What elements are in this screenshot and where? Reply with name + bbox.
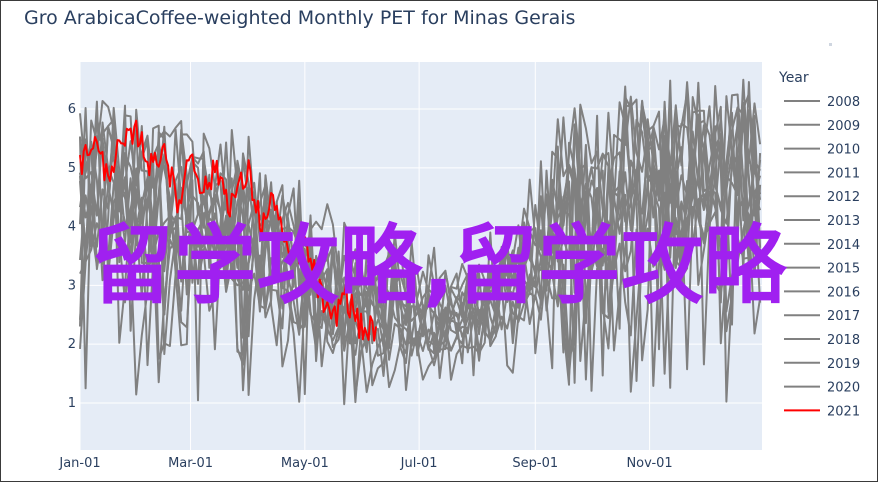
- legend-label-2009: 2009: [827, 119, 860, 134]
- legend-label-2017: 2017: [827, 309, 860, 324]
- chart-title: Gro ArabicaCoffee-weighted Monthly PET f…: [24, 7, 576, 29]
- series-line-2015: [79, 78, 762, 393]
- x-tick-label: Jul-01: [400, 456, 438, 471]
- x-tick-label: Jan-01: [58, 456, 100, 471]
- series-line-2019: [79, 100, 762, 386]
- legend-label-2019: 2019: [827, 357, 860, 372]
- legend-label-2011: 2011: [827, 166, 860, 181]
- y-tick-label: 4: [68, 220, 76, 235]
- legend-label-2015: 2015: [827, 262, 860, 277]
- y-tick-label: 2: [68, 337, 76, 352]
- legend-label-2016: 2016: [827, 285, 860, 300]
- x-tick-label: Mar-01: [168, 456, 213, 471]
- legend-label-2020: 2020: [827, 381, 860, 396]
- x-tick-label: May-01: [281, 456, 329, 471]
- legend-label-2021: 2021: [827, 404, 860, 419]
- y-tick-label: 5: [68, 161, 76, 176]
- legend-label-2014: 2014: [827, 238, 860, 253]
- y-tick-label: 1: [68, 396, 76, 411]
- x-tick-label: Nov-01: [626, 456, 672, 471]
- y-tick-label: 3: [68, 278, 76, 293]
- legend-title: Year: [778, 70, 809, 86]
- series-line-2021: [79, 119, 377, 342]
- legend-label-2012: 2012: [827, 190, 860, 205]
- legend-label-2008: 2008: [827, 95, 860, 110]
- legend-label-2010: 2010: [827, 143, 860, 158]
- y-tick-label: 6: [68, 102, 76, 117]
- series-line-2020: [79, 93, 762, 392]
- modebar-dot: [829, 43, 832, 46]
- x-tick-label: Sep-01: [512, 456, 558, 471]
- legend-label-2013: 2013: [827, 214, 860, 229]
- legend-label-2018: 2018: [827, 333, 860, 348]
- series-line-2018: [79, 100, 762, 382]
